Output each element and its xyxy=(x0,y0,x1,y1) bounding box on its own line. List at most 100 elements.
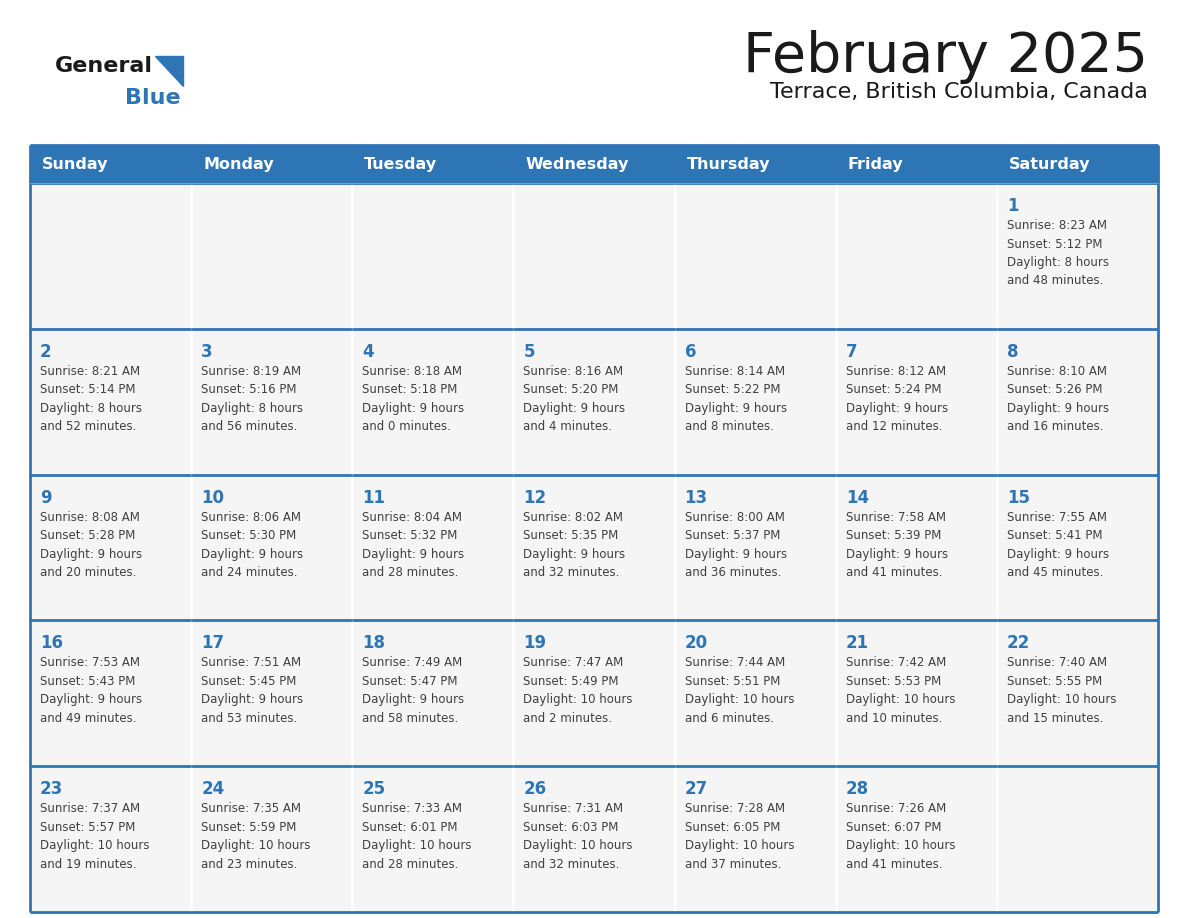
Text: Sunrise: 7:58 AM
Sunset: 5:39 PM
Daylight: 9 hours
and 41 minutes.: Sunrise: 7:58 AM Sunset: 5:39 PM Dayligh… xyxy=(846,510,948,579)
Text: Wednesday: Wednesday xyxy=(525,156,628,172)
Text: Sunrise: 7:42 AM
Sunset: 5:53 PM
Daylight: 10 hours
and 10 minutes.: Sunrise: 7:42 AM Sunset: 5:53 PM Dayligh… xyxy=(846,656,955,725)
Text: Sunrise: 8:16 AM
Sunset: 5:20 PM
Daylight: 9 hours
and 4 minutes.: Sunrise: 8:16 AM Sunset: 5:20 PM Dayligh… xyxy=(524,364,626,433)
Text: Sunday: Sunday xyxy=(42,156,108,172)
Text: Sunrise: 7:26 AM
Sunset: 6:07 PM
Daylight: 10 hours
and 41 minutes.: Sunrise: 7:26 AM Sunset: 6:07 PM Dayligh… xyxy=(846,802,955,870)
Text: Sunrise: 7:49 AM
Sunset: 5:47 PM
Daylight: 9 hours
and 58 minutes.: Sunrise: 7:49 AM Sunset: 5:47 PM Dayligh… xyxy=(362,656,465,725)
Bar xyxy=(30,183,191,329)
Text: Sunrise: 7:37 AM
Sunset: 5:57 PM
Daylight: 10 hours
and 19 minutes.: Sunrise: 7:37 AM Sunset: 5:57 PM Dayligh… xyxy=(40,802,150,870)
Text: Thursday: Thursday xyxy=(687,156,770,172)
Text: 14: 14 xyxy=(846,488,868,507)
Bar xyxy=(835,475,997,621)
Bar xyxy=(997,475,1158,621)
Bar xyxy=(835,767,997,912)
Text: Sunrise: 8:23 AM
Sunset: 5:12 PM
Daylight: 8 hours
and 48 minutes.: Sunrise: 8:23 AM Sunset: 5:12 PM Dayligh… xyxy=(1007,219,1108,287)
Text: 10: 10 xyxy=(201,488,225,507)
Text: Sunrise: 8:14 AM
Sunset: 5:22 PM
Daylight: 9 hours
and 8 minutes.: Sunrise: 8:14 AM Sunset: 5:22 PM Dayligh… xyxy=(684,364,786,433)
Bar xyxy=(30,329,191,475)
Text: 21: 21 xyxy=(846,634,868,653)
Text: 15: 15 xyxy=(1007,488,1030,507)
Bar xyxy=(513,475,675,621)
Text: Sunrise: 8:18 AM
Sunset: 5:18 PM
Daylight: 9 hours
and 0 minutes.: Sunrise: 8:18 AM Sunset: 5:18 PM Dayligh… xyxy=(362,364,465,433)
Text: Sunrise: 7:28 AM
Sunset: 6:05 PM
Daylight: 10 hours
and 37 minutes.: Sunrise: 7:28 AM Sunset: 6:05 PM Dayligh… xyxy=(684,802,794,870)
Text: Sunrise: 7:40 AM
Sunset: 5:55 PM
Daylight: 10 hours
and 15 minutes.: Sunrise: 7:40 AM Sunset: 5:55 PM Dayligh… xyxy=(1007,656,1117,725)
Bar xyxy=(353,475,513,621)
Text: 22: 22 xyxy=(1007,634,1030,653)
Bar xyxy=(835,183,997,329)
Text: Blue: Blue xyxy=(125,88,181,108)
Bar xyxy=(353,767,513,912)
Bar xyxy=(353,329,513,475)
Text: 5: 5 xyxy=(524,342,535,361)
Text: Tuesday: Tuesday xyxy=(365,156,437,172)
Text: Sunrise: 7:53 AM
Sunset: 5:43 PM
Daylight: 9 hours
and 49 minutes.: Sunrise: 7:53 AM Sunset: 5:43 PM Dayligh… xyxy=(40,656,143,725)
Text: 18: 18 xyxy=(362,634,385,653)
Bar xyxy=(513,767,675,912)
Text: Sunrise: 8:21 AM
Sunset: 5:14 PM
Daylight: 8 hours
and 52 minutes.: Sunrise: 8:21 AM Sunset: 5:14 PM Dayligh… xyxy=(40,364,143,433)
Bar xyxy=(997,329,1158,475)
Text: 7: 7 xyxy=(846,342,858,361)
Text: 24: 24 xyxy=(201,780,225,798)
Text: 2: 2 xyxy=(40,342,51,361)
Bar xyxy=(30,475,191,621)
Text: Sunrise: 8:02 AM
Sunset: 5:35 PM
Daylight: 9 hours
and 32 minutes.: Sunrise: 8:02 AM Sunset: 5:35 PM Dayligh… xyxy=(524,510,626,579)
Text: Sunrise: 8:00 AM
Sunset: 5:37 PM
Daylight: 9 hours
and 36 minutes.: Sunrise: 8:00 AM Sunset: 5:37 PM Dayligh… xyxy=(684,510,786,579)
Text: February 2025: February 2025 xyxy=(742,30,1148,84)
Bar xyxy=(353,183,513,329)
Bar xyxy=(191,767,353,912)
Text: 4: 4 xyxy=(362,342,374,361)
Polygon shape xyxy=(154,56,183,86)
Text: 19: 19 xyxy=(524,634,546,653)
Text: 20: 20 xyxy=(684,634,708,653)
Bar xyxy=(191,329,353,475)
Bar xyxy=(997,183,1158,329)
Text: 12: 12 xyxy=(524,488,546,507)
Bar xyxy=(513,329,675,475)
Text: Friday: Friday xyxy=(848,156,903,172)
Text: 13: 13 xyxy=(684,488,708,507)
Text: 1: 1 xyxy=(1007,197,1018,215)
Bar xyxy=(997,767,1158,912)
Bar xyxy=(675,767,835,912)
Text: 25: 25 xyxy=(362,780,385,798)
Bar xyxy=(513,621,675,767)
Text: 6: 6 xyxy=(684,342,696,361)
Bar xyxy=(675,329,835,475)
Text: 3: 3 xyxy=(201,342,213,361)
Bar xyxy=(675,183,835,329)
Text: Sunrise: 7:51 AM
Sunset: 5:45 PM
Daylight: 9 hours
and 53 minutes.: Sunrise: 7:51 AM Sunset: 5:45 PM Dayligh… xyxy=(201,656,303,725)
Text: Sunrise: 7:55 AM
Sunset: 5:41 PM
Daylight: 9 hours
and 45 minutes.: Sunrise: 7:55 AM Sunset: 5:41 PM Dayligh… xyxy=(1007,510,1108,579)
Text: 27: 27 xyxy=(684,780,708,798)
Text: 9: 9 xyxy=(40,488,51,507)
Text: Sunrise: 8:12 AM
Sunset: 5:24 PM
Daylight: 9 hours
and 12 minutes.: Sunrise: 8:12 AM Sunset: 5:24 PM Dayligh… xyxy=(846,364,948,433)
Bar xyxy=(997,621,1158,767)
Bar xyxy=(30,621,191,767)
Text: Sunrise: 8:08 AM
Sunset: 5:28 PM
Daylight: 9 hours
and 20 minutes.: Sunrise: 8:08 AM Sunset: 5:28 PM Dayligh… xyxy=(40,510,143,579)
Text: Sunrise: 7:33 AM
Sunset: 6:01 PM
Daylight: 10 hours
and 28 minutes.: Sunrise: 7:33 AM Sunset: 6:01 PM Dayligh… xyxy=(362,802,472,870)
Text: Terrace, British Columbia, Canada: Terrace, British Columbia, Canada xyxy=(770,82,1148,102)
Bar xyxy=(30,767,191,912)
Bar xyxy=(30,145,1158,183)
Bar xyxy=(191,475,353,621)
Text: Sunrise: 8:19 AM
Sunset: 5:16 PM
Daylight: 8 hours
and 56 minutes.: Sunrise: 8:19 AM Sunset: 5:16 PM Dayligh… xyxy=(201,364,303,433)
Bar xyxy=(191,183,353,329)
Text: Sunrise: 8:10 AM
Sunset: 5:26 PM
Daylight: 9 hours
and 16 minutes.: Sunrise: 8:10 AM Sunset: 5:26 PM Dayligh… xyxy=(1007,364,1108,433)
Text: 11: 11 xyxy=(362,488,385,507)
Text: Saturday: Saturday xyxy=(1009,156,1091,172)
Bar xyxy=(675,475,835,621)
Text: 8: 8 xyxy=(1007,342,1018,361)
Bar xyxy=(513,183,675,329)
Bar xyxy=(835,329,997,475)
Text: Sunrise: 7:47 AM
Sunset: 5:49 PM
Daylight: 10 hours
and 2 minutes.: Sunrise: 7:47 AM Sunset: 5:49 PM Dayligh… xyxy=(524,656,633,725)
Text: 26: 26 xyxy=(524,780,546,798)
Text: 17: 17 xyxy=(201,634,225,653)
Text: Sunrise: 7:44 AM
Sunset: 5:51 PM
Daylight: 10 hours
and 6 minutes.: Sunrise: 7:44 AM Sunset: 5:51 PM Dayligh… xyxy=(684,656,794,725)
Text: Sunrise: 8:06 AM
Sunset: 5:30 PM
Daylight: 9 hours
and 24 minutes.: Sunrise: 8:06 AM Sunset: 5:30 PM Dayligh… xyxy=(201,510,303,579)
Bar xyxy=(353,621,513,767)
Text: 28: 28 xyxy=(846,780,868,798)
Text: Sunrise: 7:31 AM
Sunset: 6:03 PM
Daylight: 10 hours
and 32 minutes.: Sunrise: 7:31 AM Sunset: 6:03 PM Dayligh… xyxy=(524,802,633,870)
Text: Sunrise: 8:04 AM
Sunset: 5:32 PM
Daylight: 9 hours
and 28 minutes.: Sunrise: 8:04 AM Sunset: 5:32 PM Dayligh… xyxy=(362,510,465,579)
Text: 16: 16 xyxy=(40,634,63,653)
Text: General: General xyxy=(55,56,153,76)
Text: Sunrise: 7:35 AM
Sunset: 5:59 PM
Daylight: 10 hours
and 23 minutes.: Sunrise: 7:35 AM Sunset: 5:59 PM Dayligh… xyxy=(201,802,310,870)
Text: Monday: Monday xyxy=(203,156,273,172)
